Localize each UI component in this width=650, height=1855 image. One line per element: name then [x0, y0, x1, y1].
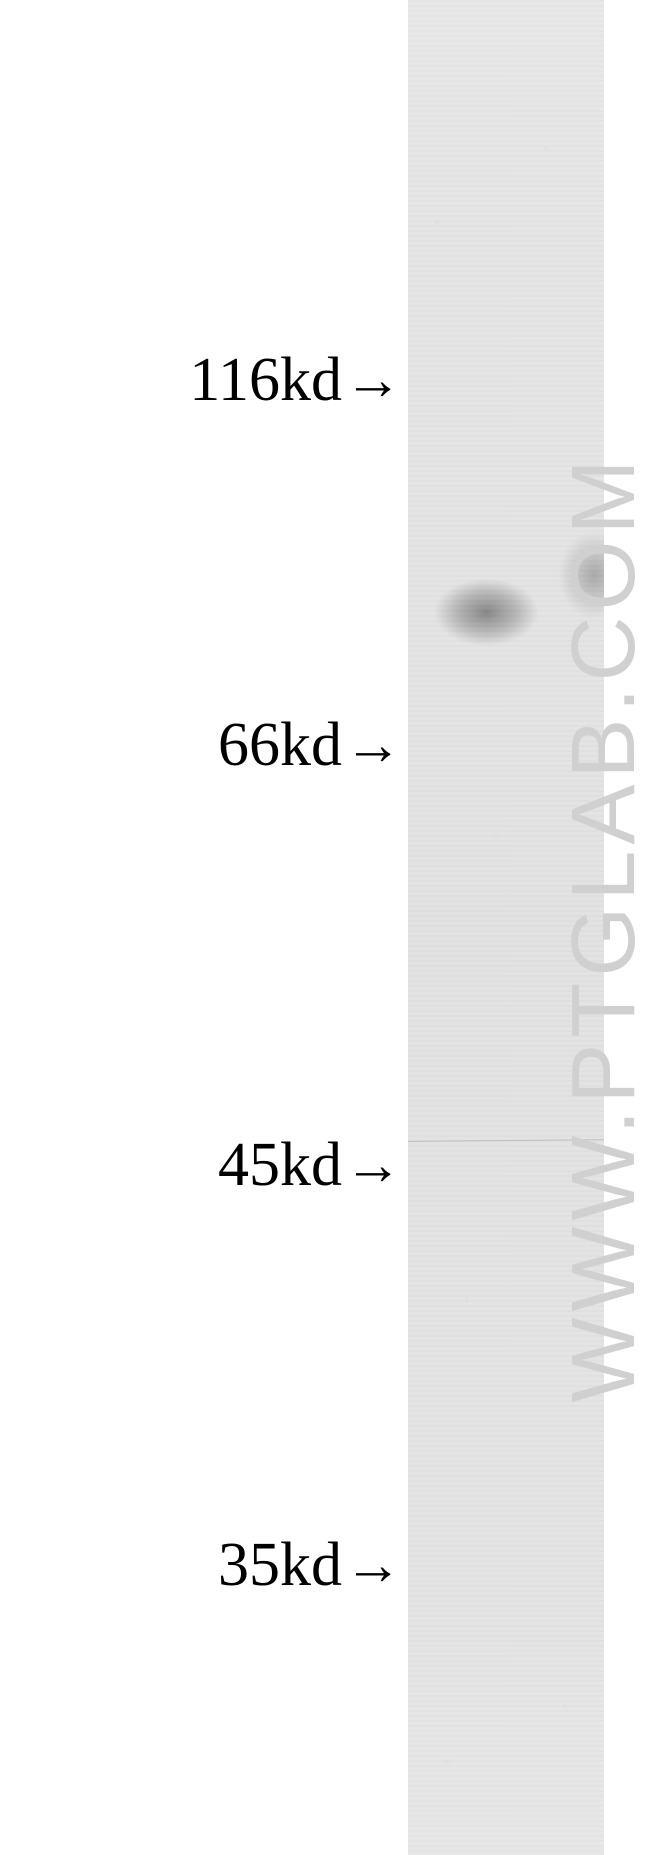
mw-marker-label: 35kd — [218, 1530, 342, 1601]
lane-noise — [408, 0, 604, 1855]
arrow-right-icon: → — [344, 716, 402, 774]
mw-marker-66: 66kd → — [218, 714, 402, 776]
arrow-right-icon: → — [344, 1136, 402, 1194]
arrow-right-icon: → — [344, 351, 402, 409]
lane-striations — [408, 0, 604, 1855]
lane-scratch — [408, 1139, 604, 1142]
arrow-right-icon: → — [344, 1536, 402, 1594]
mw-marker-45: 45kd → — [218, 1134, 402, 1196]
mw-marker-116: 116kd → — [189, 349, 402, 411]
mw-marker-label: 66kd — [218, 710, 342, 781]
mw-marker-label: 45kd — [218, 1130, 342, 1201]
mw-marker-label: 116kd — [189, 345, 342, 416]
mw-marker-35: 35kd → — [218, 1534, 402, 1596]
western-blot-lane — [408, 0, 604, 1855]
